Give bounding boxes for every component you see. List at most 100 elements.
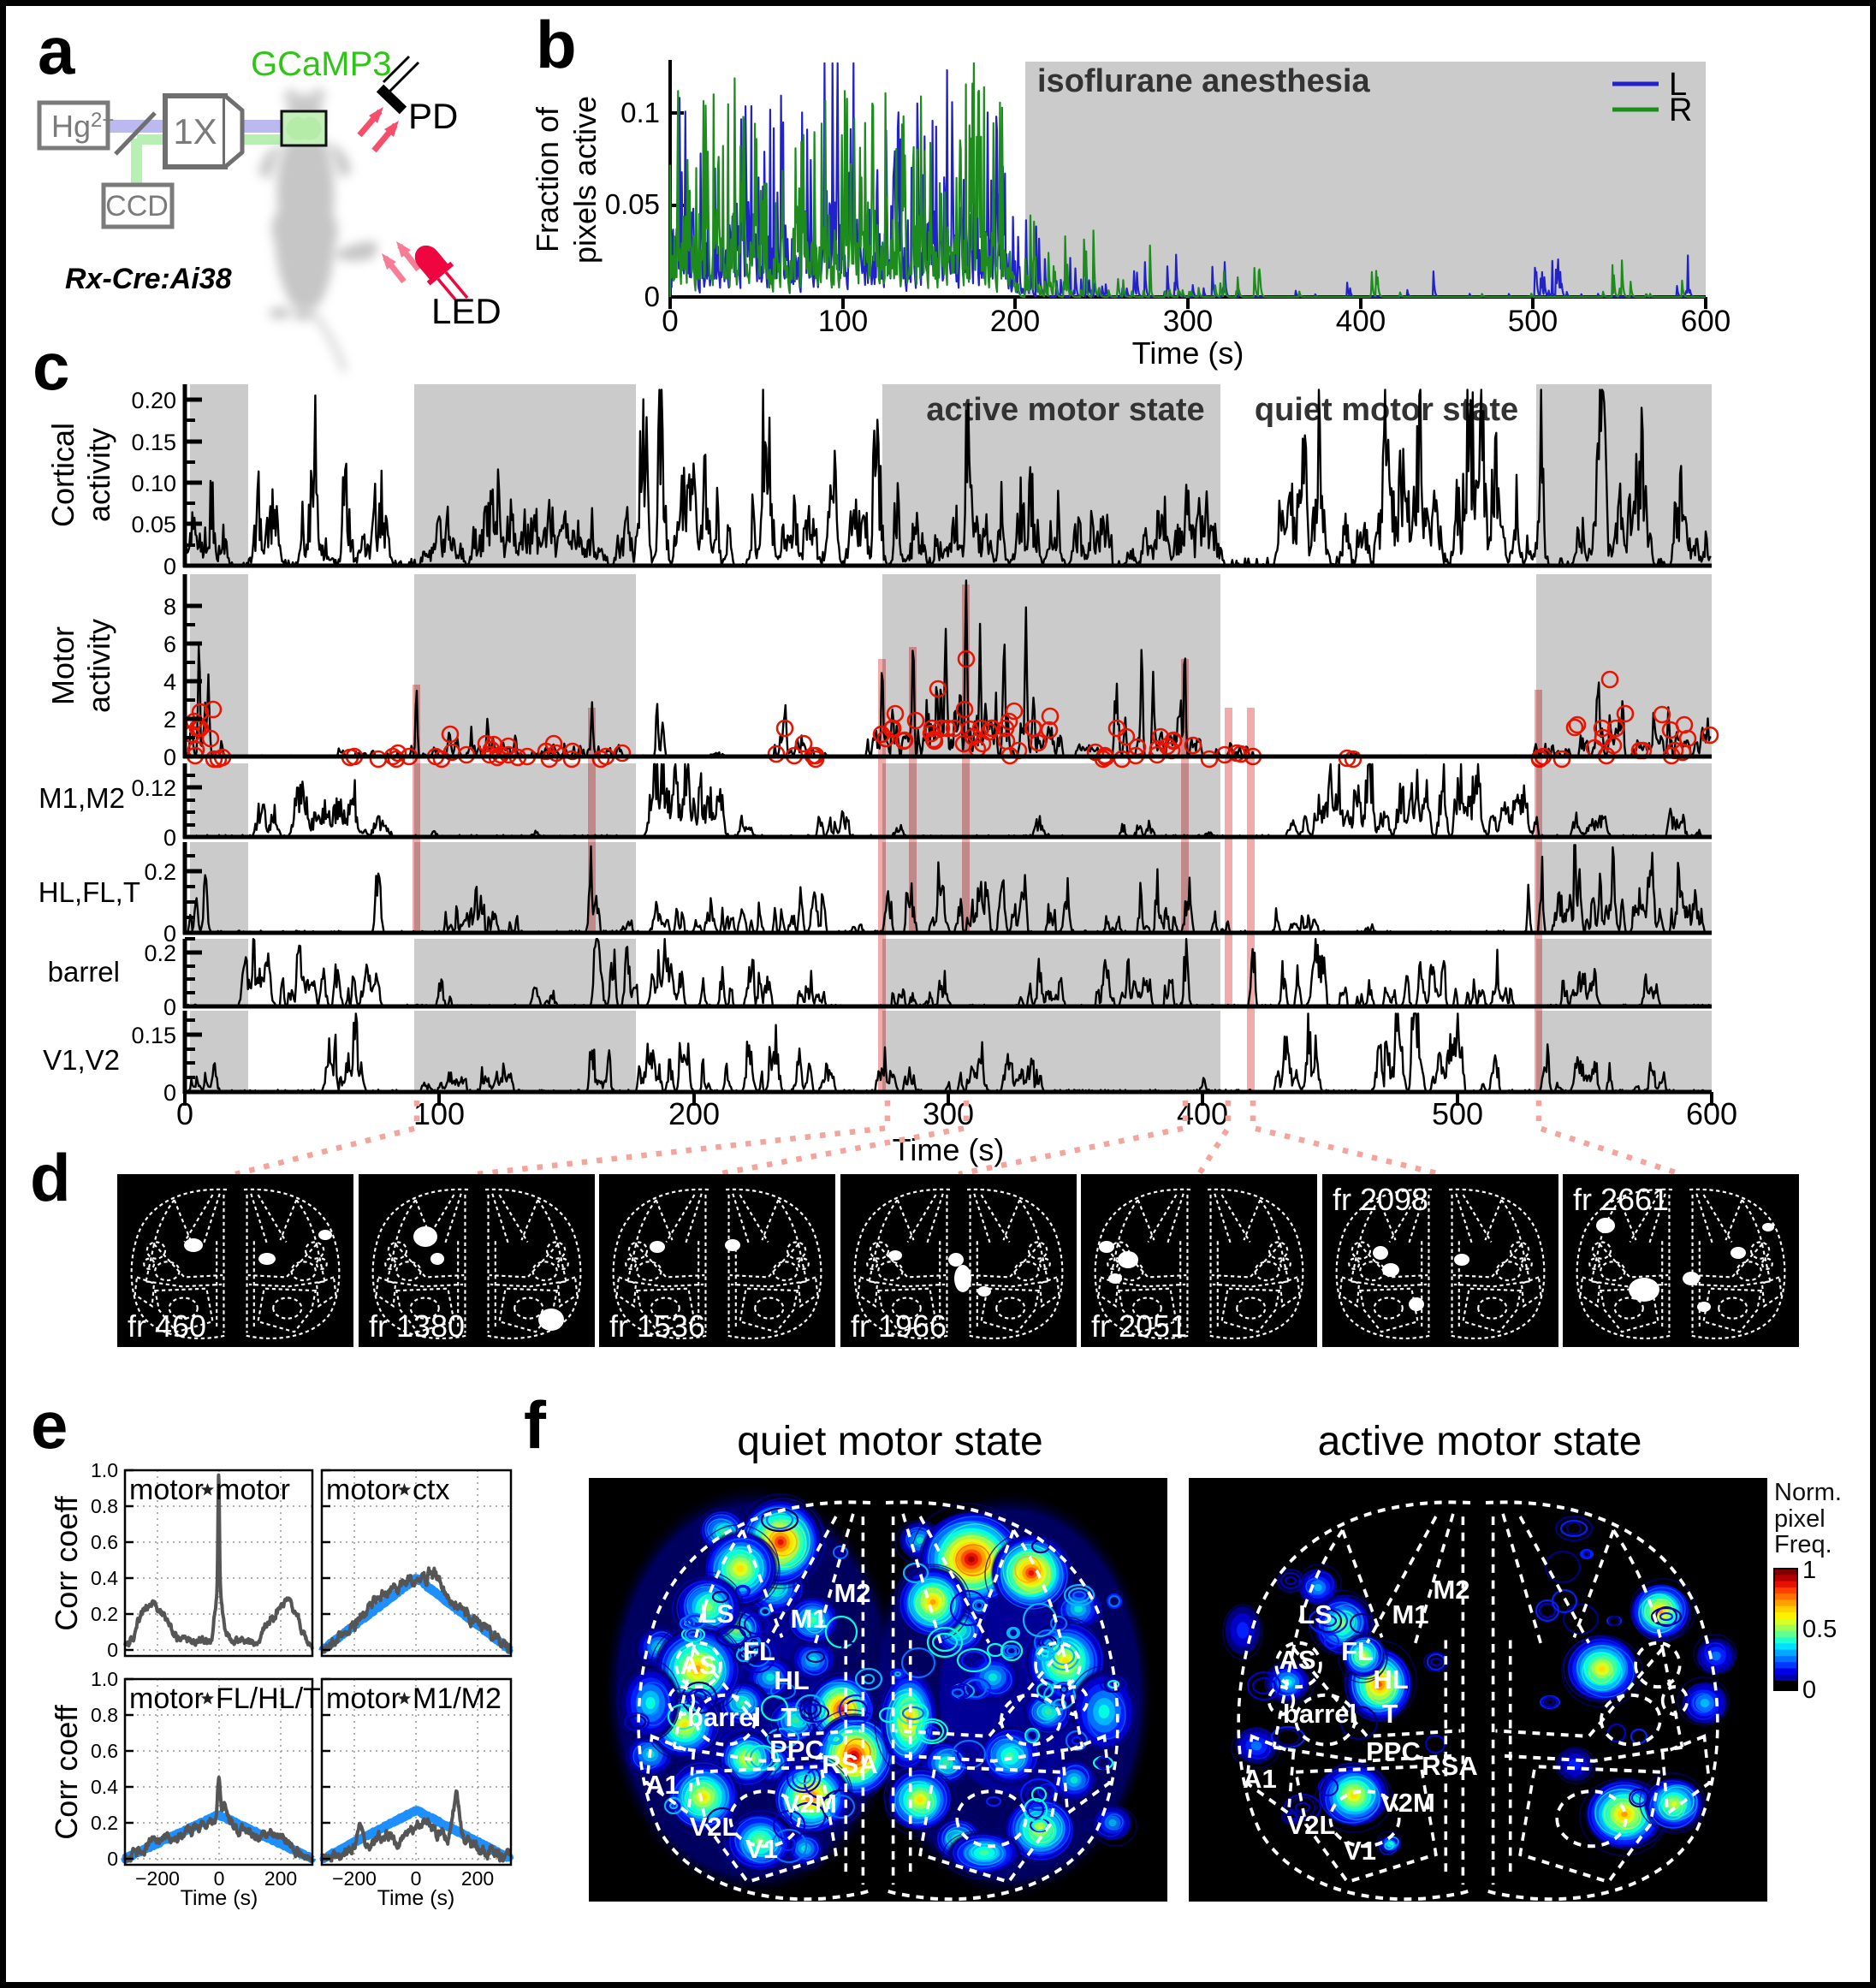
svg-text:0.8: 0.8 [91, 1704, 118, 1726]
svg-text:0: 0 [644, 281, 660, 312]
svg-text:−200: −200 [135, 1867, 180, 1890]
svg-text:Hg2+: Hg2+ [51, 109, 114, 144]
svg-text:2: 2 [163, 707, 176, 733]
svg-text:0.15: 0.15 [131, 430, 176, 455]
svg-text:0.2: 0.2 [144, 941, 176, 966]
svg-text:M1: M1 [790, 1604, 827, 1634]
svg-text:0.15: 0.15 [131, 1023, 176, 1048]
svg-text:0.2: 0.2 [91, 1603, 118, 1625]
svg-text:1.0: 1.0 [91, 1668, 118, 1690]
svg-text:0: 0 [107, 1639, 118, 1661]
svg-text:AS: AS [1279, 1645, 1315, 1675]
svg-text:barrel: barrel [687, 1702, 761, 1732]
svg-text:V1: V1 [1344, 1836, 1376, 1866]
svg-text:fr 1536: fr 1536 [609, 1309, 705, 1344]
svg-text:0: 0 [214, 1867, 225, 1890]
svg-text:0.5: 0.5 [1802, 1616, 1837, 1643]
svg-text:V2L: V2L [1287, 1810, 1336, 1840]
svg-text:barrel: barrel [48, 956, 120, 988]
svg-text:0: 0 [163, 825, 176, 851]
svg-text:motor: motor [326, 1474, 401, 1506]
svg-text:HL: HL [774, 1665, 809, 1695]
svg-text:c: c [33, 329, 69, 404]
svg-text:0: 0 [163, 994, 176, 1020]
svg-text:0.2: 0.2 [91, 1812, 118, 1834]
svg-text:A1: A1 [645, 1770, 680, 1800]
svg-text:ctx: ctx [413, 1474, 449, 1506]
svg-text:LS: LS [700, 1599, 734, 1629]
svg-text:Time (s): Time (s) [377, 1886, 455, 1910]
svg-text:0.8: 0.8 [91, 1495, 118, 1517]
svg-text:isoflurane anesthesia: isoflurane anesthesia [1037, 63, 1370, 99]
svg-text:200: 200 [461, 1867, 494, 1890]
svg-text:100: 100 [818, 305, 868, 338]
svg-text:200: 200 [668, 1096, 720, 1131]
svg-text:pixel: pixel [1774, 1505, 1826, 1533]
svg-text:activity: activity [81, 428, 116, 522]
svg-text:0: 0 [662, 305, 678, 338]
svg-text:0.10: 0.10 [131, 471, 176, 496]
svg-text:Time (s): Time (s) [1132, 335, 1244, 371]
svg-text:Fraction of: Fraction of [530, 106, 565, 252]
svg-text:e: e [31, 1387, 68, 1463]
svg-text:0: 0 [163, 554, 176, 579]
svg-text:600: 600 [1686, 1096, 1737, 1131]
svg-text:M1,M2: M1,M2 [39, 782, 125, 814]
svg-text:motor: motor [326, 1682, 401, 1715]
svg-text:pixels active: pixels active [567, 96, 603, 264]
svg-text:200: 200 [264, 1867, 297, 1890]
svg-text:FL: FL [743, 1636, 775, 1666]
svg-text:600: 600 [1681, 305, 1731, 338]
svg-text:0.05: 0.05 [605, 188, 660, 220]
svg-text:fr 460: fr 460 [128, 1309, 206, 1344]
svg-text:Time (s): Time (s) [893, 1132, 1005, 1167]
svg-text:fr 2098: fr 2098 [1333, 1182, 1428, 1217]
svg-text:Norm.: Norm. [1774, 1479, 1842, 1506]
svg-text:0: 0 [1802, 1676, 1816, 1704]
svg-text:L: L [1669, 67, 1687, 103]
svg-text:fr 1966: fr 1966 [851, 1309, 947, 1344]
svg-text:M1/M2: M1/M2 [413, 1682, 502, 1715]
svg-text:400: 400 [1336, 305, 1386, 338]
svg-text:Corr coeff: Corr coeff [49, 1495, 84, 1630]
svg-text:M1: M1 [1392, 1599, 1428, 1629]
svg-text:500: 500 [1432, 1096, 1483, 1131]
svg-text:0.4: 0.4 [91, 1567, 118, 1589]
svg-text:HL,FL,T: HL,FL,T [39, 876, 140, 908]
svg-text:500: 500 [1508, 305, 1558, 338]
svg-text:1X: 1X [173, 111, 217, 151]
svg-text:HL: HL [1373, 1665, 1408, 1694]
svg-text:quiet motor state: quiet motor state [737, 1419, 1043, 1464]
svg-text:Rx-Cre:Ai38: Rx-Cre:Ai38 [65, 263, 232, 295]
svg-text:T: T [781, 1702, 798, 1732]
svg-text:d: d [30, 1140, 71, 1215]
svg-text:V2M: V2M [1380, 1788, 1435, 1818]
svg-text:100: 100 [413, 1096, 465, 1131]
svg-text:V1: V1 [745, 1834, 778, 1864]
svg-text:fr 2051: fr 2051 [1091, 1309, 1187, 1344]
svg-text:fr 1380: fr 1380 [369, 1309, 465, 1344]
svg-text:0: 0 [163, 1080, 176, 1106]
svg-text:V2M: V2M [782, 1789, 837, 1819]
svg-text:0.4: 0.4 [91, 1776, 118, 1798]
svg-text:b: b [536, 7, 577, 82]
svg-text:motor: motor [216, 1474, 290, 1506]
svg-text:f: f [524, 1387, 547, 1463]
svg-text:0.1: 0.1 [620, 97, 660, 128]
svg-text:−200: −200 [332, 1867, 377, 1890]
svg-text:Time (s): Time (s) [181, 1886, 258, 1910]
svg-text:AS: AS [680, 1650, 716, 1680]
svg-text:0.20: 0.20 [131, 388, 176, 413]
svg-text:motor: motor [129, 1682, 204, 1715]
svg-text:Cortical: Cortical [45, 423, 80, 527]
svg-text:LS: LS [1298, 1599, 1333, 1629]
svg-text:4: 4 [163, 669, 176, 695]
svg-text:CCD: CCD [105, 190, 169, 223]
svg-text:RSA: RSA [822, 1749, 877, 1779]
svg-text:0: 0 [163, 921, 176, 947]
svg-text:barrel: barrel [1283, 1699, 1357, 1729]
svg-text:0.12: 0.12 [131, 775, 176, 801]
svg-text:fr 2661: fr 2661 [1573, 1182, 1669, 1217]
svg-text:FL: FL [1341, 1636, 1374, 1666]
svg-text:1.0: 1.0 [91, 1459, 118, 1481]
